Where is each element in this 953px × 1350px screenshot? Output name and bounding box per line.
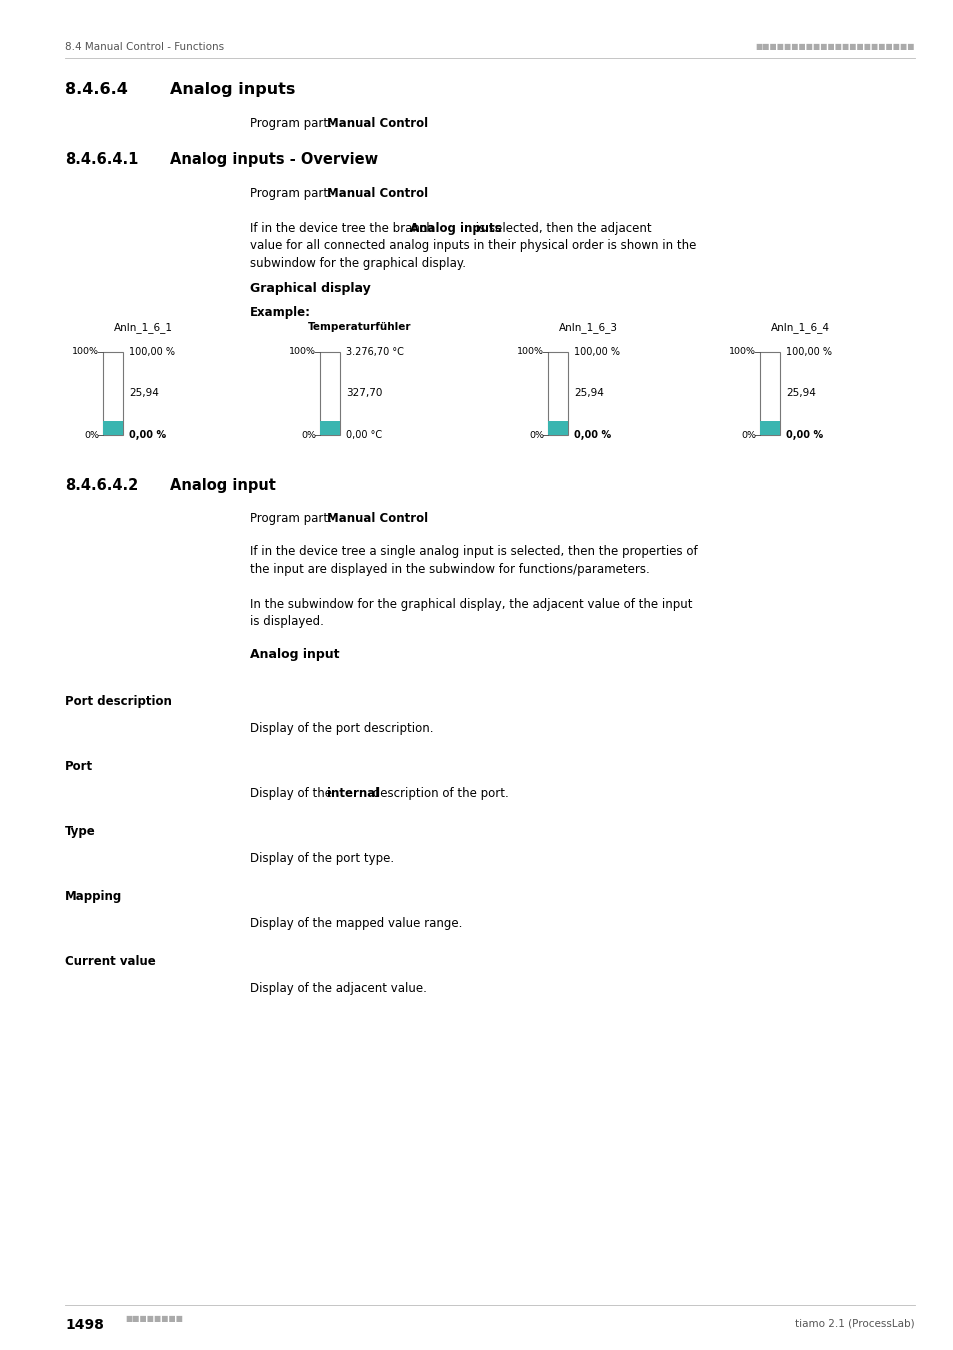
Text: AnIn_1_6_1: AnIn_1_6_1 xyxy=(113,323,172,333)
Text: internal: internal xyxy=(327,787,379,801)
Text: 0%: 0% xyxy=(740,431,755,440)
Text: subwindow for the graphical display.: subwindow for the graphical display. xyxy=(250,256,465,270)
Text: Analog inputs: Analog inputs xyxy=(410,221,501,235)
Text: 3.276,70 °C: 3.276,70 °C xyxy=(346,347,403,356)
Text: Analog inputs - Overview: Analog inputs - Overview xyxy=(170,153,377,167)
Text: 100%: 100% xyxy=(728,347,755,356)
Text: 0%: 0% xyxy=(301,431,315,440)
Text: 8.4.6.4.1: 8.4.6.4.1 xyxy=(65,153,138,167)
Text: Program part:: Program part: xyxy=(250,188,335,200)
Text: Current value: Current value xyxy=(65,954,155,968)
Text: description of the port.: description of the port. xyxy=(369,787,508,801)
Text: Program part:: Program part: xyxy=(250,512,335,525)
Text: Display of the port description.: Display of the port description. xyxy=(250,722,433,734)
Text: Display of the port type.: Display of the port type. xyxy=(250,852,394,865)
Text: Manual Control: Manual Control xyxy=(327,188,428,200)
Text: Manual Control: Manual Control xyxy=(327,117,428,130)
Text: If in the device tree the branch: If in the device tree the branch xyxy=(250,221,437,235)
Text: value for all connected analog inputs in their physical order is shown in the: value for all connected analog inputs in… xyxy=(250,239,696,252)
Text: 8.4 Manual Control - Functions: 8.4 Manual Control - Functions xyxy=(65,42,224,53)
Bar xyxy=(319,352,339,435)
Text: 100%: 100% xyxy=(71,347,99,356)
Text: is selected, then the adjacent: is selected, then the adjacent xyxy=(472,221,651,235)
Text: 327,70: 327,70 xyxy=(346,389,382,398)
Text: 100,00 %: 100,00 % xyxy=(129,347,174,356)
Text: the input are displayed in the subwindow for functions/parameters.: the input are displayed in the subwindow… xyxy=(250,563,649,575)
Text: 100%: 100% xyxy=(289,347,315,356)
Text: If in the device tree a single analog input is selected, then the properties of: If in the device tree a single analog in… xyxy=(250,545,697,558)
Text: 100,00 %: 100,00 % xyxy=(785,347,831,356)
Text: Type: Type xyxy=(65,825,95,838)
Text: Graphical display: Graphical display xyxy=(250,282,371,296)
Text: is displayed.: is displayed. xyxy=(250,616,323,629)
Text: 0,00 °C: 0,00 °C xyxy=(346,431,382,440)
Text: 0%: 0% xyxy=(84,431,99,440)
Text: Analog inputs: Analog inputs xyxy=(170,82,295,97)
Text: 8.4.6.4: 8.4.6.4 xyxy=(65,82,128,97)
Text: Port: Port xyxy=(65,760,93,774)
Text: 25,94: 25,94 xyxy=(785,389,815,398)
Text: tiamo 2.1 (ProcessLab): tiamo 2.1 (ProcessLab) xyxy=(795,1318,914,1328)
Text: In the subwindow for the graphical display, the adjacent value of the input: In the subwindow for the graphical displ… xyxy=(250,598,692,612)
Bar xyxy=(547,421,567,435)
Text: 1498: 1498 xyxy=(65,1318,104,1332)
Text: 0,00 %: 0,00 % xyxy=(574,431,611,440)
Text: Program part:: Program part: xyxy=(250,117,335,130)
Bar xyxy=(547,352,567,435)
Text: 25,94: 25,94 xyxy=(574,389,603,398)
Text: Analog input: Analog input xyxy=(170,478,275,493)
Text: 0%: 0% xyxy=(529,431,543,440)
Text: ■■■■■■■■■■■■■■■■■■■■■■: ■■■■■■■■■■■■■■■■■■■■■■ xyxy=(755,42,914,51)
Text: Mapping: Mapping xyxy=(65,890,122,903)
Bar xyxy=(319,421,339,435)
Text: 0,00 %: 0,00 % xyxy=(785,431,822,440)
Text: Port description: Port description xyxy=(65,695,172,707)
Text: AnIn_1_6_3: AnIn_1_6_3 xyxy=(558,323,617,333)
Text: Display of the mapped value range.: Display of the mapped value range. xyxy=(250,917,462,930)
Text: Manual Control: Manual Control xyxy=(327,512,428,525)
Text: ■■■■■■■■: ■■■■■■■■ xyxy=(125,1314,183,1323)
Text: Temperaturfühler: Temperaturfühler xyxy=(308,323,412,332)
Bar xyxy=(760,421,780,435)
Text: AnIn_1_6_4: AnIn_1_6_4 xyxy=(770,323,828,333)
Text: 25,94: 25,94 xyxy=(129,389,159,398)
Text: 0,00 %: 0,00 % xyxy=(129,431,166,440)
Text: 100,00 %: 100,00 % xyxy=(574,347,619,356)
Text: Example:: Example: xyxy=(250,306,311,319)
Text: Display of the adjacent value.: Display of the adjacent value. xyxy=(250,981,426,995)
Bar xyxy=(103,352,123,435)
Bar xyxy=(103,421,123,435)
Bar xyxy=(760,352,780,435)
Text: 100%: 100% xyxy=(517,347,543,356)
Text: Analog input: Analog input xyxy=(250,648,339,662)
Text: Display of the: Display of the xyxy=(250,787,335,801)
Text: 8.4.6.4.2: 8.4.6.4.2 xyxy=(65,478,138,493)
